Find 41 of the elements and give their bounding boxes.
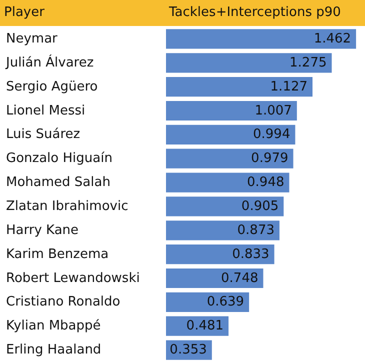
bar bbox=[166, 196, 284, 216]
x-axis-title: Tackles+Interceptions p90 bbox=[168, 5, 341, 20]
bar bbox=[166, 53, 332, 73]
bar bbox=[166, 29, 356, 49]
bar bbox=[166, 220, 280, 240]
y-tick-label: Neymar bbox=[6, 31, 58, 46]
bar bbox=[166, 172, 290, 192]
bar bbox=[166, 268, 264, 288]
data-label: 1.127 bbox=[270, 79, 308, 94]
y-axis-title: Player bbox=[4, 5, 46, 20]
data-label: 0.905 bbox=[241, 198, 279, 214]
y-tick-label: Erling Haaland bbox=[6, 342, 102, 358]
bar bbox=[166, 148, 294, 168]
y-tick-label: Lionel Messi bbox=[6, 103, 86, 118]
y-tick-label: Gonzalo Higuaín bbox=[6, 151, 112, 166]
data-label: 1.275 bbox=[290, 55, 327, 70]
bar bbox=[166, 244, 274, 264]
data-label: 0.994 bbox=[253, 127, 290, 142]
y-tick-label: Karim Benzema bbox=[6, 246, 109, 262]
y-tick-label: Harry Kane bbox=[6, 222, 79, 238]
data-label: 0.481 bbox=[186, 318, 224, 334]
data-label: 1.462 bbox=[314, 31, 352, 46]
y-tick-label: Sergio Agüero bbox=[6, 79, 98, 94]
bar bbox=[166, 77, 313, 97]
y-tick-label: Kylian Mbappé bbox=[6, 318, 101, 334]
data-label: 0.748 bbox=[221, 270, 258, 286]
y-tick-label: Zlatan Ibrahimovic bbox=[6, 198, 128, 214]
bar bbox=[166, 124, 296, 144]
data-label: 0.639 bbox=[206, 294, 244, 310]
y-tick-label: Luis Suárez bbox=[6, 127, 80, 142]
y-tick-label: Julián Álvarez bbox=[5, 53, 94, 70]
data-label: 0.979 bbox=[251, 151, 288, 166]
data-label: 1.007 bbox=[254, 103, 292, 118]
y-tick-label: Robert Lewandowski bbox=[6, 270, 140, 286]
data-label: 0.948 bbox=[247, 175, 284, 190]
data-label: 0.873 bbox=[237, 222, 274, 238]
y-tick-label: Cristiano Ronaldo bbox=[6, 294, 120, 310]
data-label: 0.353 bbox=[170, 342, 207, 358]
data-label: 0.833 bbox=[232, 246, 270, 262]
y-tick-label: Mohamed Salah bbox=[6, 175, 110, 190]
bar bbox=[166, 100, 297, 121]
